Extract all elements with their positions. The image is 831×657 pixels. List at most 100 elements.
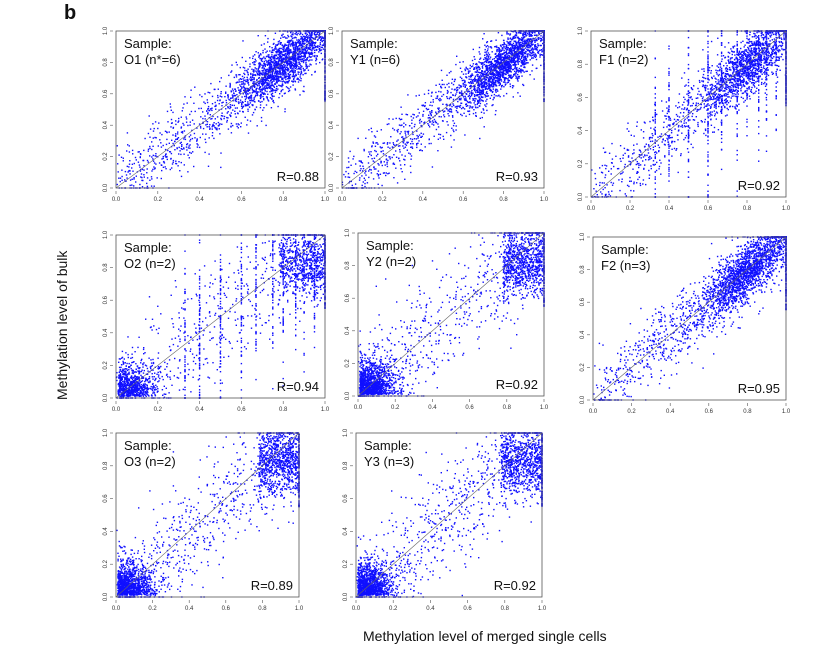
scatter-point [538,32,540,34]
scatter-point [478,46,481,49]
scatter-point [481,93,483,95]
scatter-point [262,81,264,83]
scatter-point [460,90,463,92]
scatter-point [139,166,141,168]
scatter-point [521,75,523,77]
scatter-point [301,43,303,46]
scatter-point [389,147,391,149]
scatter-point [161,133,163,136]
scatter-point [179,142,181,144]
scatter-point [486,88,489,90]
scatter-point [448,109,450,111]
scatter-point [283,54,285,56]
scatter-point [453,89,456,91]
scatter-point [479,92,481,94]
scatter-point [282,78,284,81]
scatter-point [283,54,286,57]
scatter-point [482,64,484,66]
scatter-point [481,91,483,93]
scatter-point [299,74,302,76]
scatter-point [252,62,254,64]
scatter-point [291,45,293,47]
scatter-point [395,144,398,146]
scatter-point [499,66,501,68]
scatter-point [419,122,421,124]
scatter-point [210,118,212,120]
scatter-point [503,58,505,61]
scatter-point [276,73,278,76]
scatter-point [211,95,214,98]
scatter-point [288,77,290,79]
scatter-point [261,91,263,94]
scatter-point [281,85,283,88]
scatter-point [208,109,210,112]
scatter-point [297,53,300,55]
scatter-point [362,181,364,183]
scatter-point [495,80,497,82]
scatter-point [492,104,494,106]
scatter-point [296,64,298,66]
scatter-point [170,152,173,155]
scatter-point [289,51,291,54]
scatter-point [486,45,489,47]
scatter-point [277,43,279,46]
scatter-point [514,67,516,70]
scatter-point [245,60,247,62]
scatter-point [276,77,278,80]
scatter-point [196,127,198,129]
scatter-point [217,125,220,127]
scatter-point [289,86,292,88]
scatter-point [405,134,407,136]
scatter-point [521,63,524,66]
scatter-point [177,137,180,139]
scatter-point [301,33,304,36]
scatter-point [235,76,238,78]
scatter-point [245,95,247,98]
scatter-point [315,46,318,48]
scatter-point [483,112,485,114]
scatter-point [230,97,232,99]
scatter-point [479,102,482,105]
scatter-point [275,78,277,80]
scatter-point [287,87,289,89]
scatter-point [489,89,491,91]
scatter-point [291,70,293,72]
scatter-point [188,145,190,147]
scatter-point [540,64,542,67]
scatter-point [493,96,495,99]
scatter-point [516,54,518,56]
scatter-point [442,135,444,138]
scatter-point [521,62,523,65]
scatter-point [485,76,488,78]
scatter-point [360,160,362,162]
scatter-point [166,131,168,133]
scatter-point [259,63,262,65]
scatter-point [455,109,458,112]
scatter-point [539,44,542,47]
scatter-point [318,36,321,38]
scatter-point [396,129,398,132]
scatter-point [267,60,269,63]
scatter-point [512,49,514,52]
scatter-point [313,42,315,44]
scatter-point [489,81,492,83]
scatter-point [496,74,498,76]
scatter-point [393,143,395,146]
scatter-point [278,51,280,53]
scatter-point [265,51,267,54]
scatter-point [431,123,433,125]
scatter-point [276,62,278,64]
scatter-point [417,142,419,144]
scatter-point [455,125,457,127]
scatter-point [500,45,502,48]
scatter-point [416,144,418,146]
scatter-point [289,60,291,63]
scatter-point [486,55,488,58]
scatter-point [430,95,433,97]
scatter-point [524,41,526,43]
scatter-point [236,94,238,96]
scatter-point [520,48,522,51]
scatter-point [507,54,509,56]
scatter-point [458,84,460,86]
scatter-point [262,70,264,72]
